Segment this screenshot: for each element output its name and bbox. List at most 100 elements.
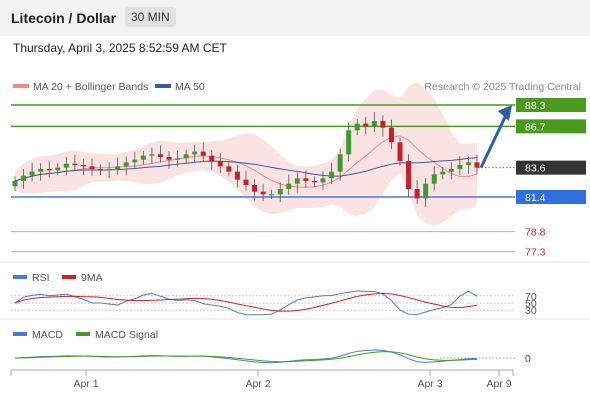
candle-body	[329, 171, 335, 179]
macd-signal-legend-swatch	[76, 332, 90, 336]
level-label: 77.3	[525, 247, 546, 259]
ma50-legend-swatch	[155, 84, 171, 88]
candle-body	[269, 194, 275, 196]
candle-body	[115, 166, 121, 170]
candle-body	[157, 154, 163, 158]
candle-body	[63, 163, 69, 168]
candle-body	[106, 169, 112, 171]
x-axis-tick-label: Apr 1	[73, 378, 98, 390]
candle-body	[260, 191, 266, 195]
rsi-level-label: 30	[525, 305, 537, 317]
rsi-ma-legend-swatch	[62, 275, 76, 279]
forecast-arrow-head	[498, 105, 512, 122]
candle-body	[29, 171, 35, 176]
candle-body	[397, 142, 403, 162]
level-label-box	[516, 160, 586, 175]
candle-body	[200, 151, 206, 156]
x-axis-tick-label: Apr 3	[417, 378, 442, 390]
candle-body	[337, 154, 343, 172]
candle-body	[140, 155, 146, 160]
candle-body	[277, 189, 283, 195]
candle-body	[465, 162, 471, 166]
candle-body	[149, 154, 155, 156]
candle-body	[175, 158, 181, 160]
candle-body	[46, 169, 52, 171]
candle-body	[89, 166, 95, 170]
candle-body	[474, 162, 480, 168]
rsi-ma-line	[14, 293, 478, 312]
instrument-title: Litecoin / Dollar	[11, 10, 117, 26]
research-credit: Research © 2025 Trading Central	[424, 81, 581, 93]
candle-body	[80, 165, 86, 167]
macd-signal-legend-label: MACD Signal	[95, 329, 158, 341]
level-label: 88.3	[525, 100, 546, 112]
candle-body	[354, 123, 360, 131]
candle-body	[12, 181, 18, 187]
candle-body	[209, 155, 215, 162]
macd-signal-line	[14, 351, 478, 363]
candle-body	[286, 183, 292, 190]
candle-body	[21, 175, 27, 182]
candle-body	[303, 178, 309, 182]
level-label: 81.4	[525, 192, 546, 204]
level-label-box	[516, 190, 586, 204]
rsi-level-label: 50	[525, 298, 537, 310]
forecast-arrow	[479, 105, 512, 169]
candle-body	[55, 167, 61, 171]
ma20-legend-label: MA 20 + Bollinger Bands	[33, 81, 148, 93]
rsi-level-label: 70	[525, 291, 537, 303]
level-labels: 88.3 86.7 83.6 81.4 78.8 77.3	[516, 98, 586, 259]
candle-body	[311, 181, 317, 183]
forecast-arrow-shaft	[479, 114, 508, 169]
level-label-box	[516, 98, 586, 113]
candle-body	[38, 169, 44, 172]
timeframe-badge[interactable]: 30 MIN	[125, 7, 176, 27]
chart-datetime: Thursday, April 3, 2025 8:52:59 AM CET	[13, 41, 227, 55]
level-label: 78.8	[525, 227, 546, 239]
candle-body	[414, 189, 420, 199]
rsi-lines	[14, 290, 478, 316]
level-label: 83.6	[525, 163, 546, 175]
candle-body	[183, 154, 189, 159]
macd-legend-label: MACD	[32, 329, 63, 341]
candle-body	[226, 166, 232, 172]
macd-zero-label: 0	[525, 353, 531, 365]
x-axis-tick-label: Apr 9	[486, 378, 511, 390]
candle-body	[132, 159, 138, 163]
level-label-box	[516, 119, 586, 134]
candle-body	[380, 121, 386, 128]
candle-body	[431, 174, 437, 184]
candle-body	[217, 161, 223, 167]
candle-body	[440, 171, 446, 175]
candle-body	[320, 178, 326, 183]
chart-header: Litecoin / Dollar 30 MIN	[0, 0, 590, 36]
x-axis: Apr 1 Apr 2 Apr 3 Apr 9	[10, 370, 514, 390]
rsi-legend-swatch	[13, 275, 27, 279]
macd-lines	[14, 349, 478, 364]
level-label: 86.7	[525, 121, 546, 133]
candle-body	[192, 151, 198, 155]
candle-body	[346, 130, 352, 155]
candles	[12, 112, 480, 208]
level-lines	[11, 104, 515, 253]
rsi-line	[14, 290, 478, 316]
candle-body	[72, 163, 78, 166]
rsi-ma-legend-label: 9MA	[81, 272, 103, 284]
candle-body	[294, 178, 300, 184]
candle-body	[123, 162, 129, 167]
candle-body	[448, 169, 454, 172]
candle-body	[363, 123, 369, 127]
macd-legend-swatch	[13, 332, 27, 336]
candle-body	[252, 185, 258, 192]
candle-body	[166, 157, 172, 160]
ma50-legend-label: MA 50	[175, 81, 205, 93]
candle-body	[371, 121, 377, 127]
candle-body	[457, 165, 463, 170]
candle-body	[423, 183, 429, 199]
candle-body	[388, 127, 394, 143]
candle-body	[243, 179, 249, 186]
candle-body	[98, 169, 104, 171]
ma20-legend-swatch	[13, 84, 29, 88]
candle-body	[406, 161, 412, 190]
